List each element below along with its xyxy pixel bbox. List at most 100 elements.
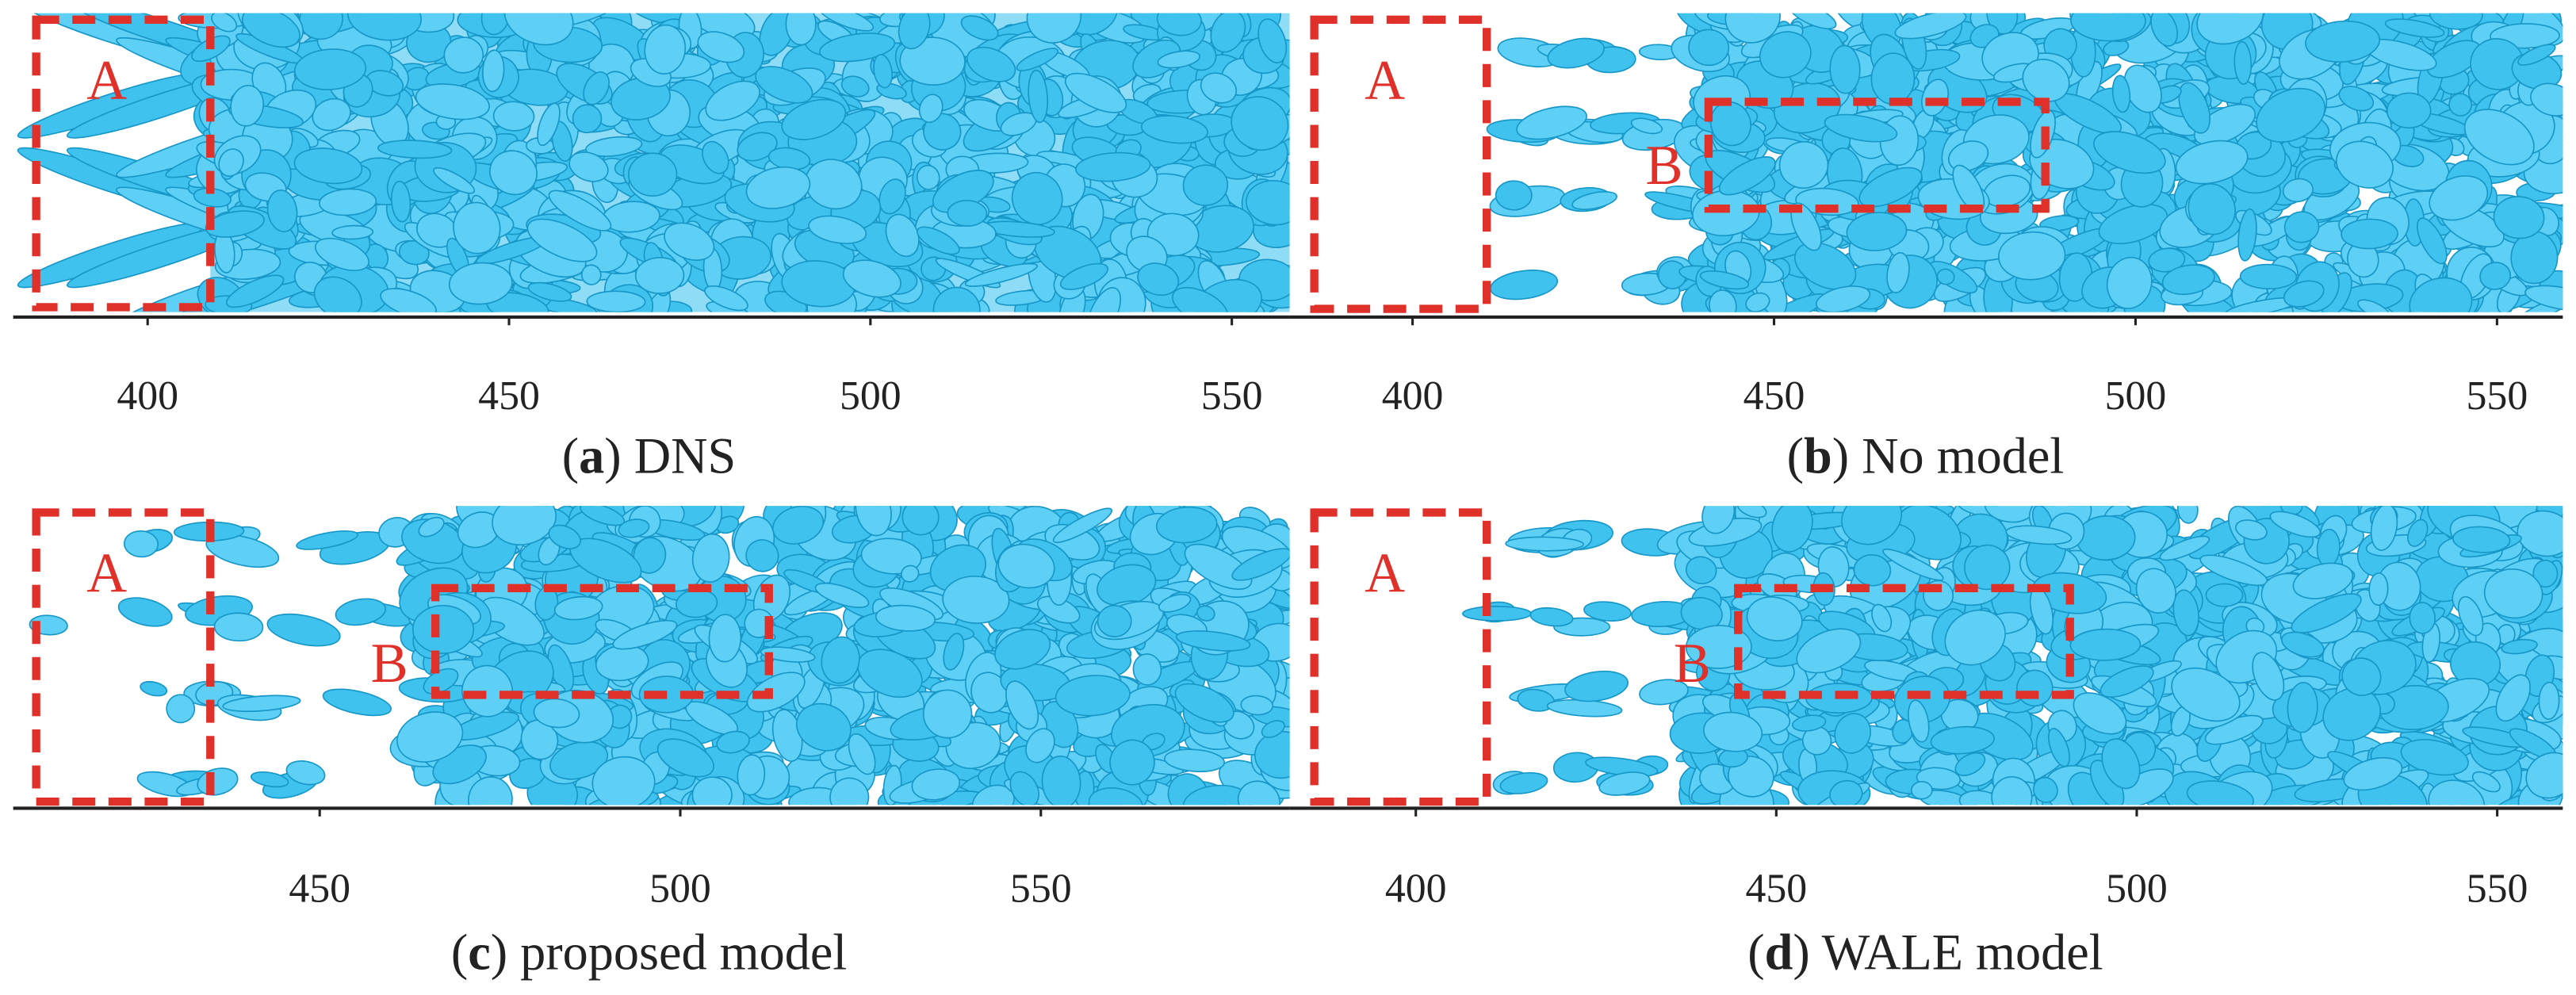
x-tick-label: 450 xyxy=(289,867,350,912)
vortex-structure xyxy=(2305,20,2381,63)
x-tick-label: 400 xyxy=(1382,373,1444,419)
vortex-structure xyxy=(1736,506,1767,519)
vortex-structure xyxy=(1499,771,1548,794)
vortex-structure xyxy=(1564,670,1629,702)
vortex-structure xyxy=(548,189,612,232)
vortex-structure xyxy=(312,98,351,132)
vortex-structure xyxy=(618,519,650,538)
vortex-structure xyxy=(2525,752,2563,799)
vortex-structure xyxy=(2237,208,2257,262)
vortex-structure xyxy=(1182,164,1229,206)
caption-part: ) WALE model xyxy=(1793,924,2103,980)
vortex-structure xyxy=(691,776,733,806)
vortex-structure xyxy=(1075,151,1151,182)
vortex-structure xyxy=(2235,519,2268,541)
vortex-structure xyxy=(947,200,988,227)
vortex-structure xyxy=(1954,752,1986,776)
vortex-structure xyxy=(656,738,714,778)
vortex-structure xyxy=(492,506,557,545)
vortex-structure xyxy=(1858,166,1923,208)
vortex-structure xyxy=(628,152,678,197)
vortex-structure xyxy=(1240,695,1274,716)
vortex-structure xyxy=(411,605,475,654)
vortex-structure xyxy=(205,210,265,238)
vortex-structure xyxy=(293,147,363,185)
vortex-structure xyxy=(526,218,598,262)
vortex-structure xyxy=(293,48,367,90)
vortex-structure xyxy=(1137,262,1180,297)
vortex-structure xyxy=(2106,256,2153,309)
vortex-structure xyxy=(1132,653,1162,686)
vortex-structure xyxy=(2283,211,2320,243)
vortex-structure xyxy=(795,702,852,752)
vortex-structure xyxy=(2368,572,2389,607)
vortex-structure xyxy=(916,164,940,190)
vortex-structure xyxy=(396,711,464,763)
vortex-structure xyxy=(1997,231,2066,281)
vortex-structure xyxy=(1790,202,1822,251)
vortex-structure xyxy=(585,136,643,157)
vortex-structure xyxy=(2256,87,2326,143)
region-label: B xyxy=(371,633,408,695)
vortex-structure xyxy=(943,633,965,671)
vortex-structure xyxy=(1490,270,1559,300)
vortex-structure xyxy=(994,629,1051,670)
vortex-structure xyxy=(1680,596,1723,630)
vortex-structure xyxy=(785,13,817,46)
vortex-structure xyxy=(1140,115,1208,144)
vortex-structure xyxy=(346,13,423,41)
x-tick-label: 500 xyxy=(2106,867,2168,912)
vortex-structure xyxy=(1157,50,1200,69)
vortex-structure xyxy=(1231,548,1290,581)
vortex-structure xyxy=(2098,203,2168,245)
region-label: B xyxy=(1674,633,1711,695)
vortex-structure xyxy=(745,166,811,209)
vortex-structure xyxy=(1936,268,1955,285)
vortex-structure xyxy=(1005,680,1039,730)
region-label: A xyxy=(1365,542,1405,604)
vortex-structure xyxy=(2448,93,2473,117)
vortex-structure xyxy=(568,151,609,182)
panel-caption: (a) DNS xyxy=(562,428,736,484)
vortex-structure xyxy=(848,733,876,775)
vortex-structure xyxy=(1746,596,1803,641)
vortex-structure xyxy=(875,604,936,632)
vortex-structure xyxy=(900,564,920,583)
vortex-structure xyxy=(1801,725,1832,756)
vortex-structure xyxy=(2495,674,2531,722)
vortex-structure xyxy=(2186,780,2254,806)
vortex-structure xyxy=(697,31,745,63)
vortex-structure xyxy=(1841,506,1903,545)
vortex-structure xyxy=(1630,117,1663,135)
caption-part: ( xyxy=(451,924,468,980)
vortex-structure xyxy=(873,54,893,89)
vortex-structure xyxy=(1194,278,1262,312)
vortex-structure xyxy=(1059,262,1108,290)
vortex-structure xyxy=(503,13,574,46)
vortex-structure xyxy=(2148,247,2186,273)
x-tick-label: 450 xyxy=(1745,867,1807,912)
vortex-visualization xyxy=(17,13,1290,312)
vortex-structure xyxy=(2452,526,2511,553)
vortex-structure xyxy=(2336,140,2394,189)
vortex-structure xyxy=(250,771,289,788)
vortex-structure xyxy=(1583,601,1632,622)
vortex-structure xyxy=(2070,13,2146,42)
vortex-structure xyxy=(313,276,362,312)
vortex-structure xyxy=(716,730,750,754)
vortex-structure xyxy=(548,524,581,549)
vortex-structure xyxy=(899,36,966,86)
vortex-structure xyxy=(2239,263,2298,290)
vortex-structure xyxy=(2483,568,2543,619)
vortex-structure xyxy=(1016,48,1058,71)
vortex-structure xyxy=(205,534,280,568)
vortex-structure xyxy=(1709,289,1737,312)
caption-part: ) DNS xyxy=(604,428,736,484)
vortex-structure xyxy=(2343,756,2403,791)
x-tick-label: 550 xyxy=(1010,867,1072,912)
vortex-structure xyxy=(2233,40,2253,85)
vortex-structure xyxy=(1771,506,1813,553)
vortex-structure xyxy=(1829,44,1861,94)
x-tick-label: 450 xyxy=(478,373,540,419)
